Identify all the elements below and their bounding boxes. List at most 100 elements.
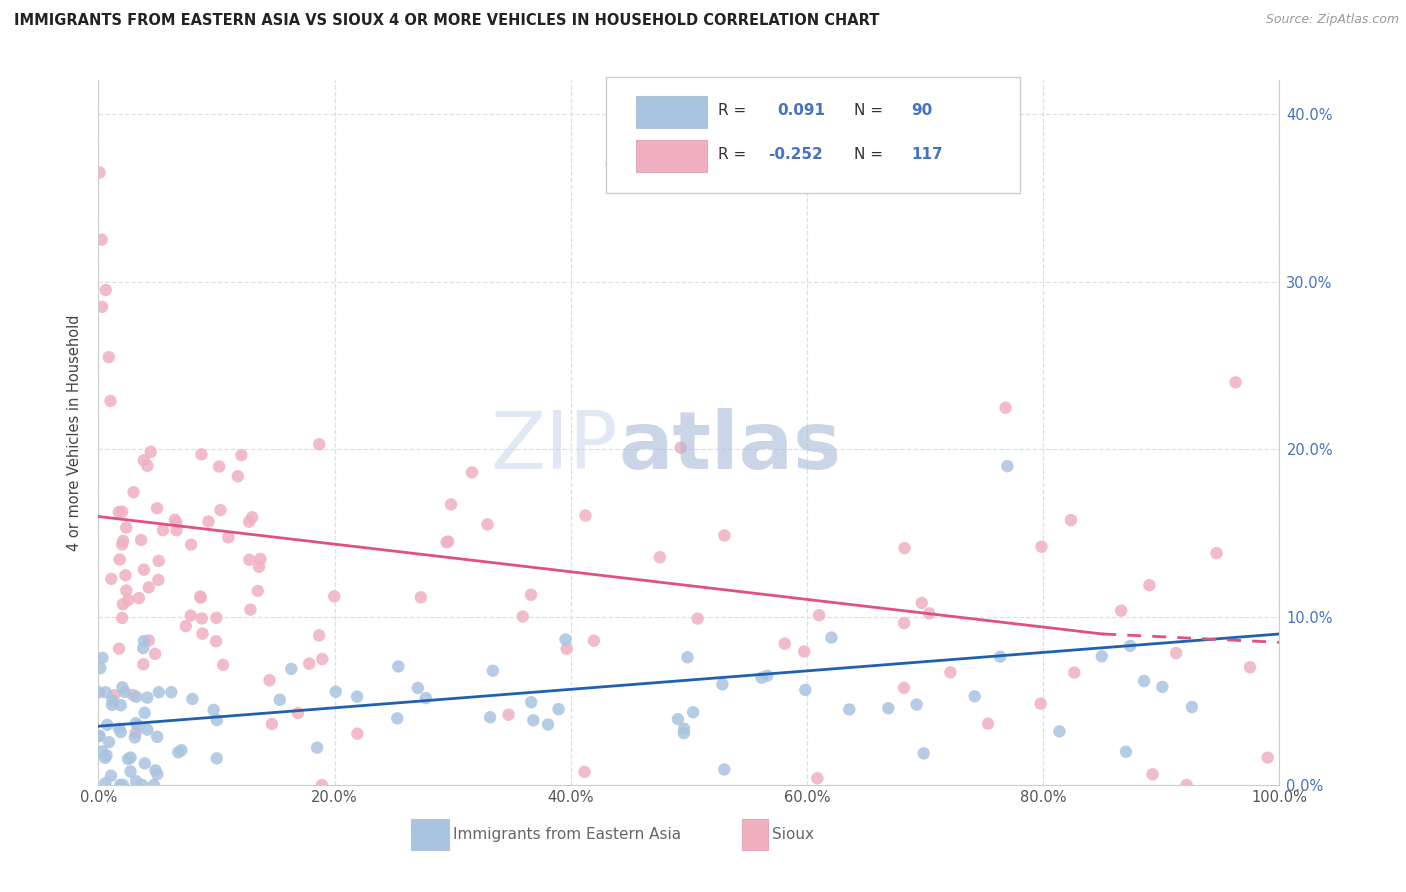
Point xyxy=(1142,767,1164,781)
Point xyxy=(820,631,842,645)
Text: N =: N = xyxy=(855,103,883,118)
Point xyxy=(713,763,735,777)
Point xyxy=(249,552,271,566)
Point xyxy=(146,730,169,744)
Point xyxy=(1109,604,1132,618)
Point xyxy=(132,634,155,648)
Point xyxy=(166,523,188,537)
Point xyxy=(877,701,900,715)
Point xyxy=(547,702,569,716)
Point xyxy=(893,681,915,695)
Point xyxy=(108,778,131,792)
Point xyxy=(100,572,122,586)
Point xyxy=(146,501,169,516)
Point xyxy=(96,718,118,732)
Point xyxy=(138,581,160,595)
Point xyxy=(988,649,1011,664)
Point xyxy=(174,619,197,633)
Point xyxy=(1257,750,1279,764)
Point xyxy=(1225,376,1247,390)
Point xyxy=(574,764,596,779)
Point xyxy=(165,516,187,530)
Point xyxy=(1239,660,1261,674)
Text: 117: 117 xyxy=(911,147,942,161)
Point xyxy=(997,459,1019,474)
Point xyxy=(111,597,134,611)
Text: Sioux: Sioux xyxy=(772,827,814,842)
Point xyxy=(143,647,166,661)
Point xyxy=(713,528,735,542)
Point xyxy=(87,685,110,699)
Point xyxy=(1031,540,1053,554)
Point xyxy=(134,706,156,720)
Point xyxy=(912,747,935,761)
Point xyxy=(806,772,828,786)
Text: Immigrants from Eastern Asia: Immigrants from Eastern Asia xyxy=(453,827,681,842)
Point xyxy=(120,750,142,764)
Point xyxy=(111,778,134,792)
Point xyxy=(482,664,505,678)
Point xyxy=(128,591,150,605)
Point xyxy=(142,778,165,792)
FancyBboxPatch shape xyxy=(742,819,768,850)
Point xyxy=(94,283,117,297)
Point xyxy=(808,608,831,623)
Point xyxy=(132,563,155,577)
Point xyxy=(911,596,934,610)
Point xyxy=(129,533,152,547)
Point xyxy=(269,693,291,707)
Point xyxy=(238,553,260,567)
Point xyxy=(346,726,368,740)
Point xyxy=(1049,724,1071,739)
Point xyxy=(226,469,249,483)
Point xyxy=(994,401,1017,415)
Point xyxy=(673,722,696,736)
Point xyxy=(152,523,174,537)
Point xyxy=(97,350,120,364)
Point xyxy=(512,609,534,624)
Point xyxy=(145,764,167,778)
Point xyxy=(406,681,429,695)
Point xyxy=(1115,745,1137,759)
Point xyxy=(121,688,143,702)
Text: R =: R = xyxy=(718,147,752,161)
Point xyxy=(96,748,118,763)
Point xyxy=(167,745,190,759)
Point xyxy=(520,695,543,709)
Point xyxy=(711,677,734,691)
Point xyxy=(132,453,155,467)
Point xyxy=(773,637,796,651)
Point xyxy=(111,505,134,519)
Point xyxy=(111,681,134,695)
FancyBboxPatch shape xyxy=(412,819,449,850)
Point xyxy=(574,508,596,523)
Point xyxy=(205,751,228,765)
Point xyxy=(260,717,283,731)
Point xyxy=(905,698,928,712)
Point xyxy=(170,743,193,757)
FancyBboxPatch shape xyxy=(636,96,707,128)
Point xyxy=(117,593,139,607)
Point xyxy=(181,692,204,706)
Point xyxy=(648,550,671,565)
Point xyxy=(751,671,773,685)
Point xyxy=(838,702,860,716)
Point xyxy=(103,688,125,702)
Point xyxy=(1166,646,1188,660)
Point xyxy=(205,713,228,727)
Point xyxy=(298,657,321,671)
Point xyxy=(108,641,131,656)
FancyBboxPatch shape xyxy=(636,140,707,172)
Point xyxy=(112,533,135,548)
Point xyxy=(794,682,817,697)
Point xyxy=(259,673,281,688)
Point xyxy=(246,583,269,598)
Point xyxy=(125,690,148,704)
Point xyxy=(91,300,114,314)
Y-axis label: 4 or more Vehicles in Household: 4 or more Vehicles in Household xyxy=(67,314,83,551)
Point xyxy=(209,503,232,517)
Point xyxy=(98,735,121,749)
Point xyxy=(122,485,145,500)
Point xyxy=(110,725,132,739)
Point xyxy=(479,710,502,724)
